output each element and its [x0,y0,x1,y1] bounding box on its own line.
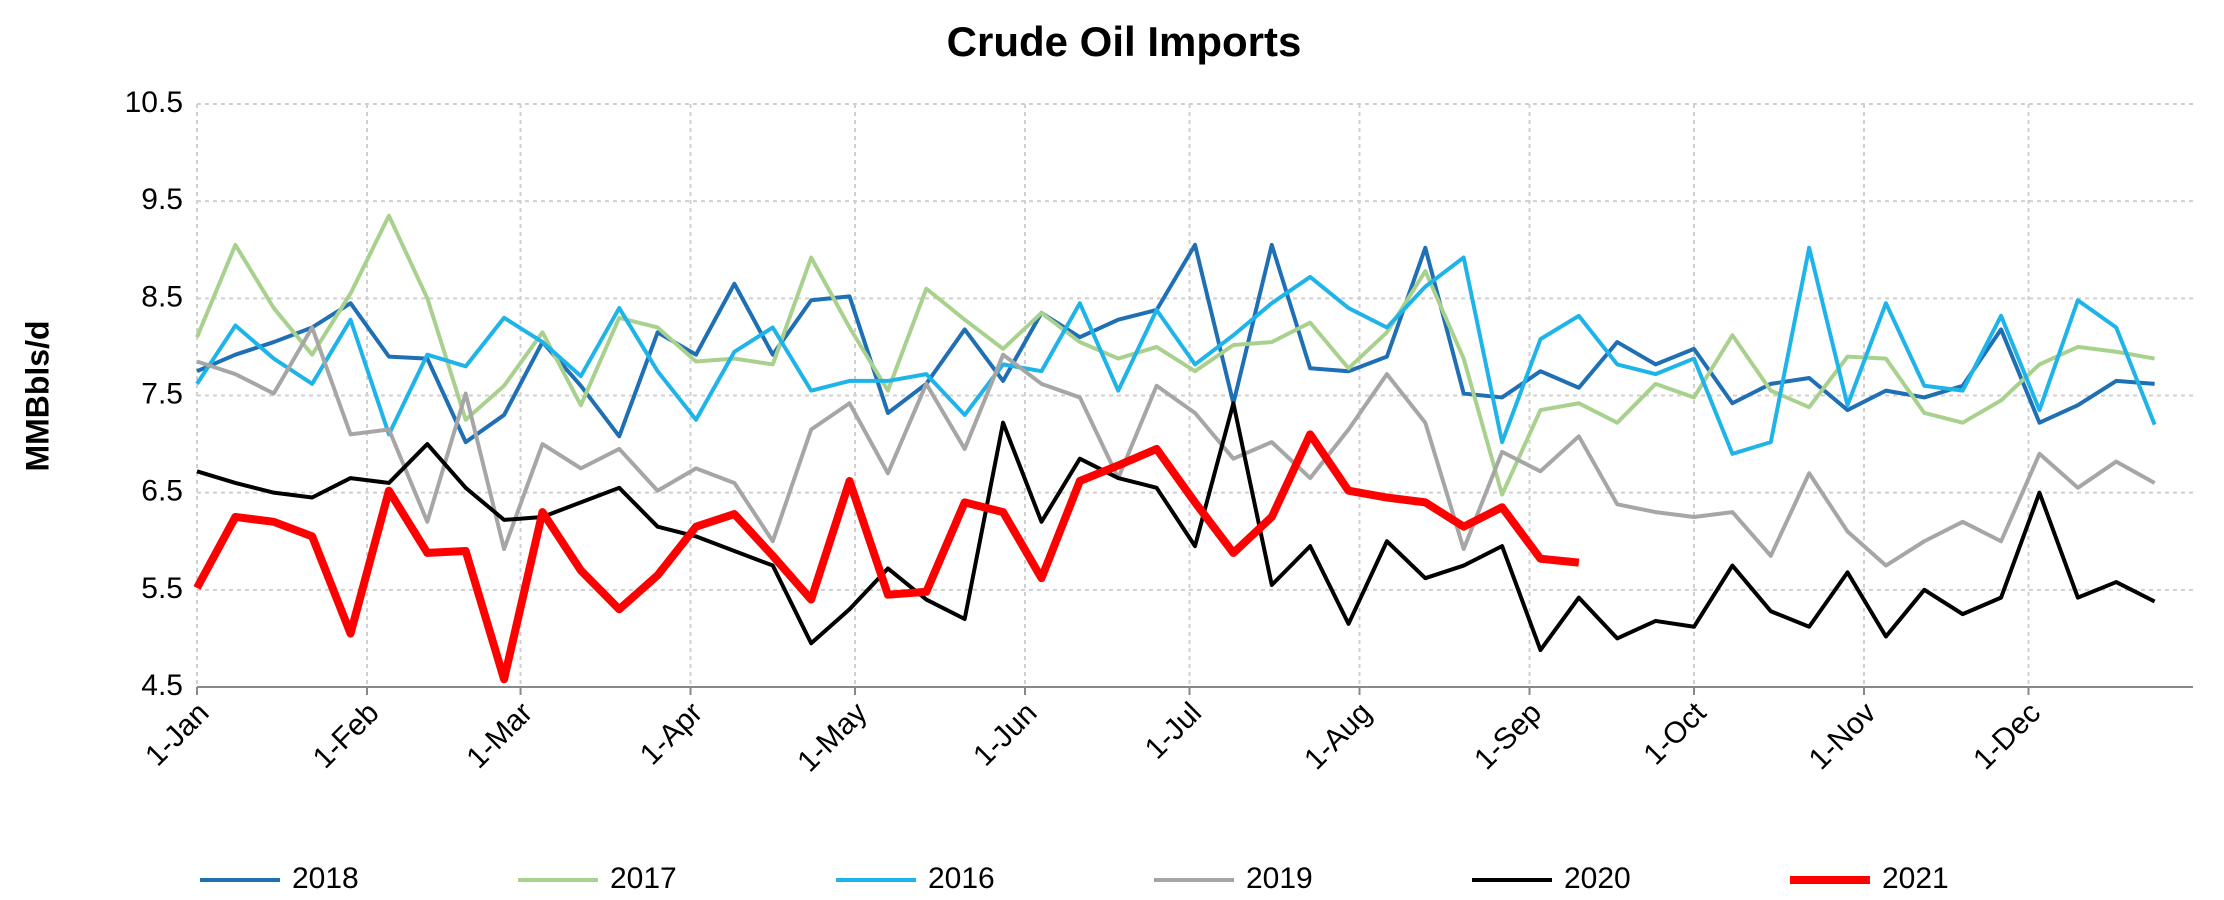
legend-label: 2018 [292,862,359,895]
y-tick-label: 9.5 [141,183,183,216]
x-tick-label: 1-May [791,696,873,778]
x-tick-label: 1-Apr [634,696,709,771]
chart-title: Crude Oil Imports [947,18,1302,65]
x-tick-label: 1-Nov [1803,696,1883,776]
x-tick-label: 1-Oct [1637,696,1713,772]
series-line [196,242,2155,445]
x-tick-label: 1-Aug [1298,696,1378,776]
legend-label: 2021 [1882,862,1949,895]
y-tick-label: 4.5 [141,669,183,702]
x-tick-label: 1-Feb [307,696,386,775]
x-tick-label: 1-Dec [1967,696,2047,776]
y-tick-label: 5.5 [141,572,183,605]
series-line [196,401,2156,653]
y-tick-label: 6.5 [141,475,183,508]
legend-label: 2017 [610,862,677,895]
legend-label: 2020 [1564,862,1631,895]
y-tick-label: 8.5 [141,280,183,313]
series-line [195,213,2155,497]
x-tick-label: 1-Jan [139,696,215,772]
y-axis-label: MMBbls/d [19,320,55,471]
legend-label: 2016 [928,862,995,895]
y-tick-label: 10.5 [125,86,183,119]
x-tick-label: 1-Jun [967,696,1043,772]
series-line [193,430,1580,684]
x-tick-label: 1-Jul [1139,696,1208,765]
series-line [195,245,2157,456]
y-tick-label: 7.5 [141,377,183,410]
x-tick-label: 1-Mar [460,696,539,775]
x-tick-label: 1-Sep [1468,696,1548,776]
legend-label: 2019 [1246,862,1313,895]
series-line [196,325,2156,568]
